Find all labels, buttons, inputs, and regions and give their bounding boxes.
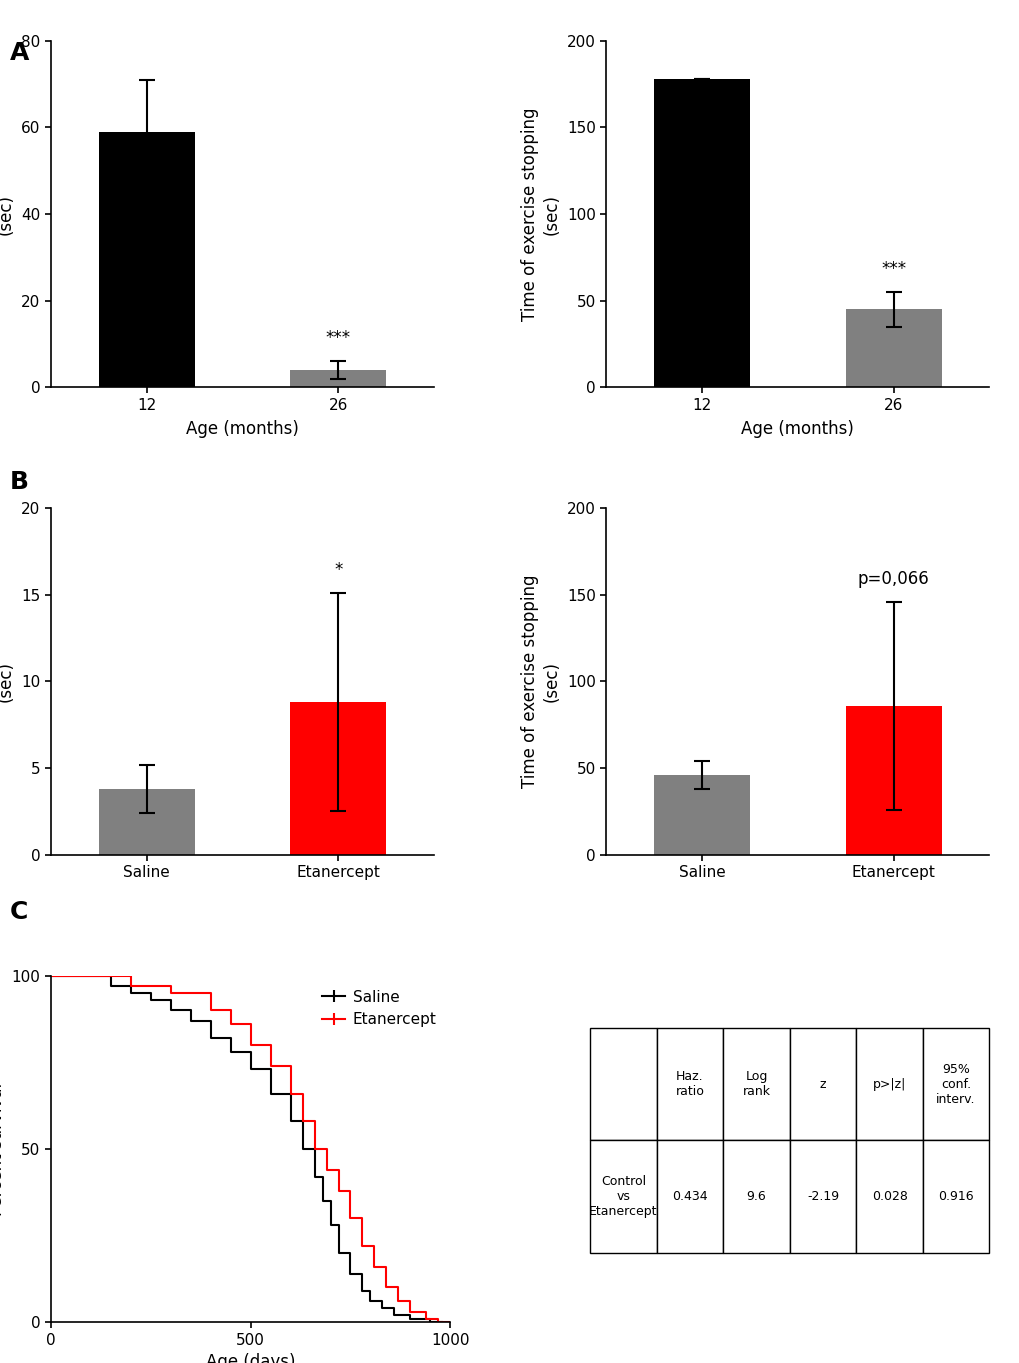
Saline [316, 1193, 328, 1209]
Bar [99, 132, 195, 387]
Etanercept [404, 1303, 416, 1319]
Saline [45, 968, 57, 984]
Text: ***: *** [880, 260, 905, 278]
Y-axis label: Percent survival: Percent survival [0, 1082, 6, 1216]
Saline [245, 1062, 257, 1078]
Saline [436, 1314, 448, 1330]
Etanercept [320, 1161, 332, 1178]
Text: p=0,066: p=0,066 [857, 570, 928, 587]
Etanercept [45, 968, 57, 984]
Saline [388, 1307, 400, 1323]
Etanercept [297, 1114, 309, 1130]
Saline [308, 1168, 320, 1184]
Etanercept [432, 1314, 444, 1330]
Etanercept [368, 1258, 380, 1274]
Line: Saline: Saline [51, 976, 442, 1322]
Saline [376, 1300, 388, 1317]
Bar [845, 309, 941, 387]
Text: A: A [10, 41, 30, 65]
Text: B: B [10, 470, 30, 495]
Etanercept [124, 979, 137, 995]
Bar [653, 776, 749, 855]
Bar [290, 369, 386, 387]
Etanercept [356, 1238, 368, 1254]
Saline [205, 1030, 217, 1047]
Text: *: * [334, 562, 342, 579]
Saline [364, 1293, 376, 1310]
Saline [224, 1044, 236, 1060]
Saline [164, 1002, 176, 1018]
Saline [297, 1141, 309, 1157]
Etanercept [420, 1310, 432, 1326]
X-axis label: Age (months): Age (months) [185, 420, 299, 438]
Saline [356, 1283, 368, 1299]
Saline [105, 979, 117, 995]
X-axis label: Age (months): Age (months) [741, 420, 854, 438]
Etanercept [332, 1182, 344, 1198]
Saline [184, 1013, 197, 1029]
Etanercept [392, 1293, 405, 1310]
Saline [404, 1310, 416, 1326]
Line: Etanercept: Etanercept [51, 976, 449, 1322]
Etanercept [245, 1037, 257, 1054]
Saline [424, 1314, 436, 1330]
Etanercept [380, 1280, 392, 1296]
Saline [85, 968, 97, 984]
Saline [332, 1244, 344, 1261]
Etanercept [205, 1002, 217, 1018]
Etanercept [308, 1141, 320, 1157]
Etanercept [264, 1058, 276, 1074]
Saline [264, 1085, 276, 1101]
Bar [845, 706, 941, 855]
Text: C: C [10, 900, 29, 924]
Etanercept [284, 1085, 297, 1101]
Saline [145, 992, 157, 1009]
Etanercept [224, 1017, 236, 1033]
Saline [124, 985, 137, 1002]
Etanercept [164, 985, 176, 1002]
Etanercept [443, 1314, 455, 1330]
Y-axis label: Time of exercise stopping
(sec): Time of exercise stopping (sec) [521, 108, 559, 320]
Bar [99, 789, 195, 855]
Etanercept [344, 1210, 357, 1227]
Saline [284, 1114, 297, 1130]
Legend: Saline, Etanercept: Saline, Etanercept [316, 984, 442, 1033]
Bar [653, 79, 749, 387]
Y-axis label: Time of latency to fall
(sec): Time of latency to fall (sec) [0, 592, 14, 771]
Saline [324, 1217, 336, 1234]
Bar [290, 702, 386, 855]
X-axis label: Age (days): Age (days) [206, 1353, 296, 1363]
Y-axis label: Time of latencyto fall
(sec): Time of latencyto fall (sec) [0, 127, 14, 301]
Text: ***: *** [325, 330, 351, 348]
Y-axis label: Time of exercise stopping
(sec): Time of exercise stopping (sec) [521, 575, 559, 788]
Etanercept [85, 968, 97, 984]
Saline [344, 1265, 357, 1281]
